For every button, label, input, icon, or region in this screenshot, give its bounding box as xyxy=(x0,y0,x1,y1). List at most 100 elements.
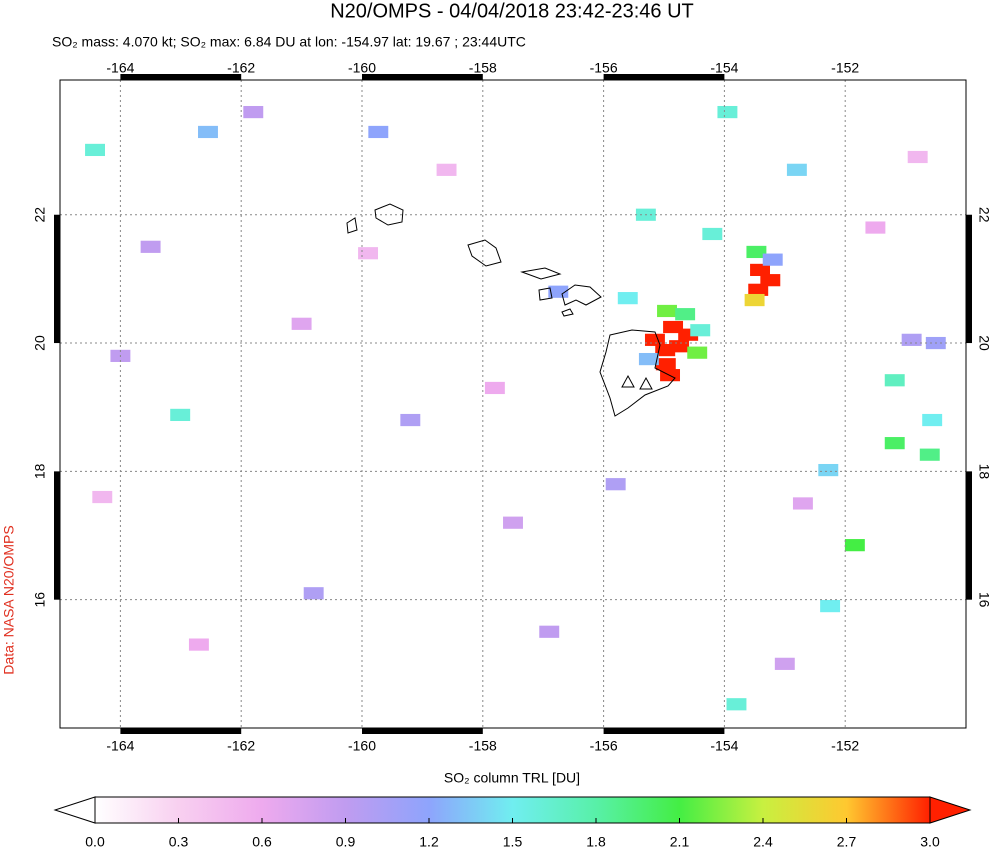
frame-bar xyxy=(54,214,60,344)
colorbar-tick-label: 1.8 xyxy=(586,834,606,850)
x-tick-label-top: -152 xyxy=(831,60,859,76)
colorbar-tick-label: 1.5 xyxy=(503,834,523,850)
coastline xyxy=(561,308,574,317)
so2-pixel xyxy=(605,478,626,491)
x-tick-label-top: -164 xyxy=(106,60,134,76)
x-tick-label: -154 xyxy=(710,738,738,754)
so2-pixel xyxy=(188,638,209,651)
so2-pixel xyxy=(663,320,684,334)
so2-pixel xyxy=(617,292,638,305)
y-tick-label: 20 xyxy=(32,335,48,351)
x-tick-label-top: -162 xyxy=(227,60,255,76)
so2-pixel xyxy=(657,304,677,318)
x-tick-label: -156 xyxy=(590,738,618,754)
so2-pixel xyxy=(746,245,767,259)
so2-pixel xyxy=(690,324,711,337)
credit: Data: NASA N20/OMPS xyxy=(1,525,17,674)
so2-pixel xyxy=(844,539,865,552)
so2-pixel xyxy=(669,340,690,353)
so2-pixel xyxy=(922,413,943,427)
so2-pixel xyxy=(140,240,161,253)
so2-pixel xyxy=(748,283,769,296)
y-tick-label: 18 xyxy=(32,463,48,479)
so2-pixel xyxy=(818,463,839,477)
so2-pixel xyxy=(774,657,795,670)
frame-bar xyxy=(603,74,725,80)
frame-bar xyxy=(120,728,242,734)
so2-pixel xyxy=(638,352,659,366)
x-tick-label-top: -154 xyxy=(710,60,738,76)
coastline xyxy=(538,287,553,301)
so2-pixel xyxy=(884,437,905,450)
x-tick-label-top: -158 xyxy=(469,60,497,76)
so2-pixel xyxy=(503,516,523,529)
colorbar-label: SO₂ column TRL [DU] xyxy=(444,770,580,786)
frame-bar xyxy=(603,728,725,734)
grid-layer xyxy=(60,80,966,728)
so2-pixel xyxy=(484,381,505,395)
coastline xyxy=(346,217,358,234)
coastlines xyxy=(346,203,676,417)
so2-pixel xyxy=(820,600,841,613)
frame-bar xyxy=(966,471,972,600)
x-tick-label: -158 xyxy=(469,738,497,754)
x-tick-label-top: -156 xyxy=(590,60,618,76)
so2-pixel xyxy=(548,285,569,298)
colorbar-under xyxy=(53,796,96,824)
frame-bar xyxy=(362,728,483,734)
y-tick-label-right: 20 xyxy=(976,335,991,351)
y-tick-label: 22 xyxy=(32,207,48,223)
so2-pixel xyxy=(786,163,807,176)
colorbar-tick-label: 2.1 xyxy=(670,834,690,850)
x-tick-label: -162 xyxy=(227,738,255,754)
coastline xyxy=(374,203,404,226)
so2-pixel xyxy=(170,408,191,422)
frame-bar xyxy=(120,74,242,80)
colorbar-tick-label: 0.9 xyxy=(336,834,356,850)
so2-pixel xyxy=(368,125,389,139)
chart-title: N20/OMPS - 04/04/2018 23:42-23:46 UT xyxy=(330,0,694,22)
colorbar-tick-label: 1.2 xyxy=(419,834,439,850)
x-tick-label: -164 xyxy=(106,738,134,754)
colorbar-over xyxy=(929,796,972,824)
so2-pixel xyxy=(358,247,379,260)
so2-pixel xyxy=(717,105,738,119)
coastline xyxy=(599,329,676,417)
so2-pixel xyxy=(907,150,928,164)
so2-pixel xyxy=(884,374,905,387)
colorbar-tick-label: 2.7 xyxy=(837,834,857,850)
pixel-layer xyxy=(85,105,946,711)
x-tick-label: -160 xyxy=(348,738,376,754)
colorbar-tick-label: 2.4 xyxy=(753,834,773,850)
colorbar-tick-label: 3.0 xyxy=(920,834,940,850)
so2-pixel xyxy=(198,125,218,139)
so2-pixel xyxy=(85,143,105,157)
so2-pixel xyxy=(436,163,457,176)
colorbar-tick-label: 0.0 xyxy=(85,834,105,850)
subtitle: SO₂ mass: 4.070 kt; SO₂ max: 6.84 DU at … xyxy=(52,34,526,50)
frame-bar xyxy=(966,214,972,344)
so2-pixel xyxy=(760,274,781,287)
so2-pixel xyxy=(644,333,665,346)
volcano-marker xyxy=(621,374,653,390)
frame-layer xyxy=(54,74,972,734)
map-frame xyxy=(59,79,967,729)
y-tick-label: 16 xyxy=(32,592,48,608)
x-tick-label-top: -160 xyxy=(348,60,376,76)
so2-pixel xyxy=(919,448,940,461)
so2-pixel xyxy=(792,497,813,510)
so2-pixel xyxy=(750,263,771,277)
so2-pixel xyxy=(702,227,723,241)
so2-pixel xyxy=(243,105,264,119)
y-tick-label-right: 18 xyxy=(976,464,991,480)
so2-pixel xyxy=(291,317,312,330)
so2-pixel xyxy=(400,413,421,427)
colorbar-tick-label: 0.3 xyxy=(169,834,189,850)
so2-pixel xyxy=(762,253,783,266)
so2-pixel xyxy=(687,346,708,359)
so2-pixel xyxy=(539,625,560,638)
coastline xyxy=(520,267,562,280)
so2-pixel xyxy=(303,587,324,600)
